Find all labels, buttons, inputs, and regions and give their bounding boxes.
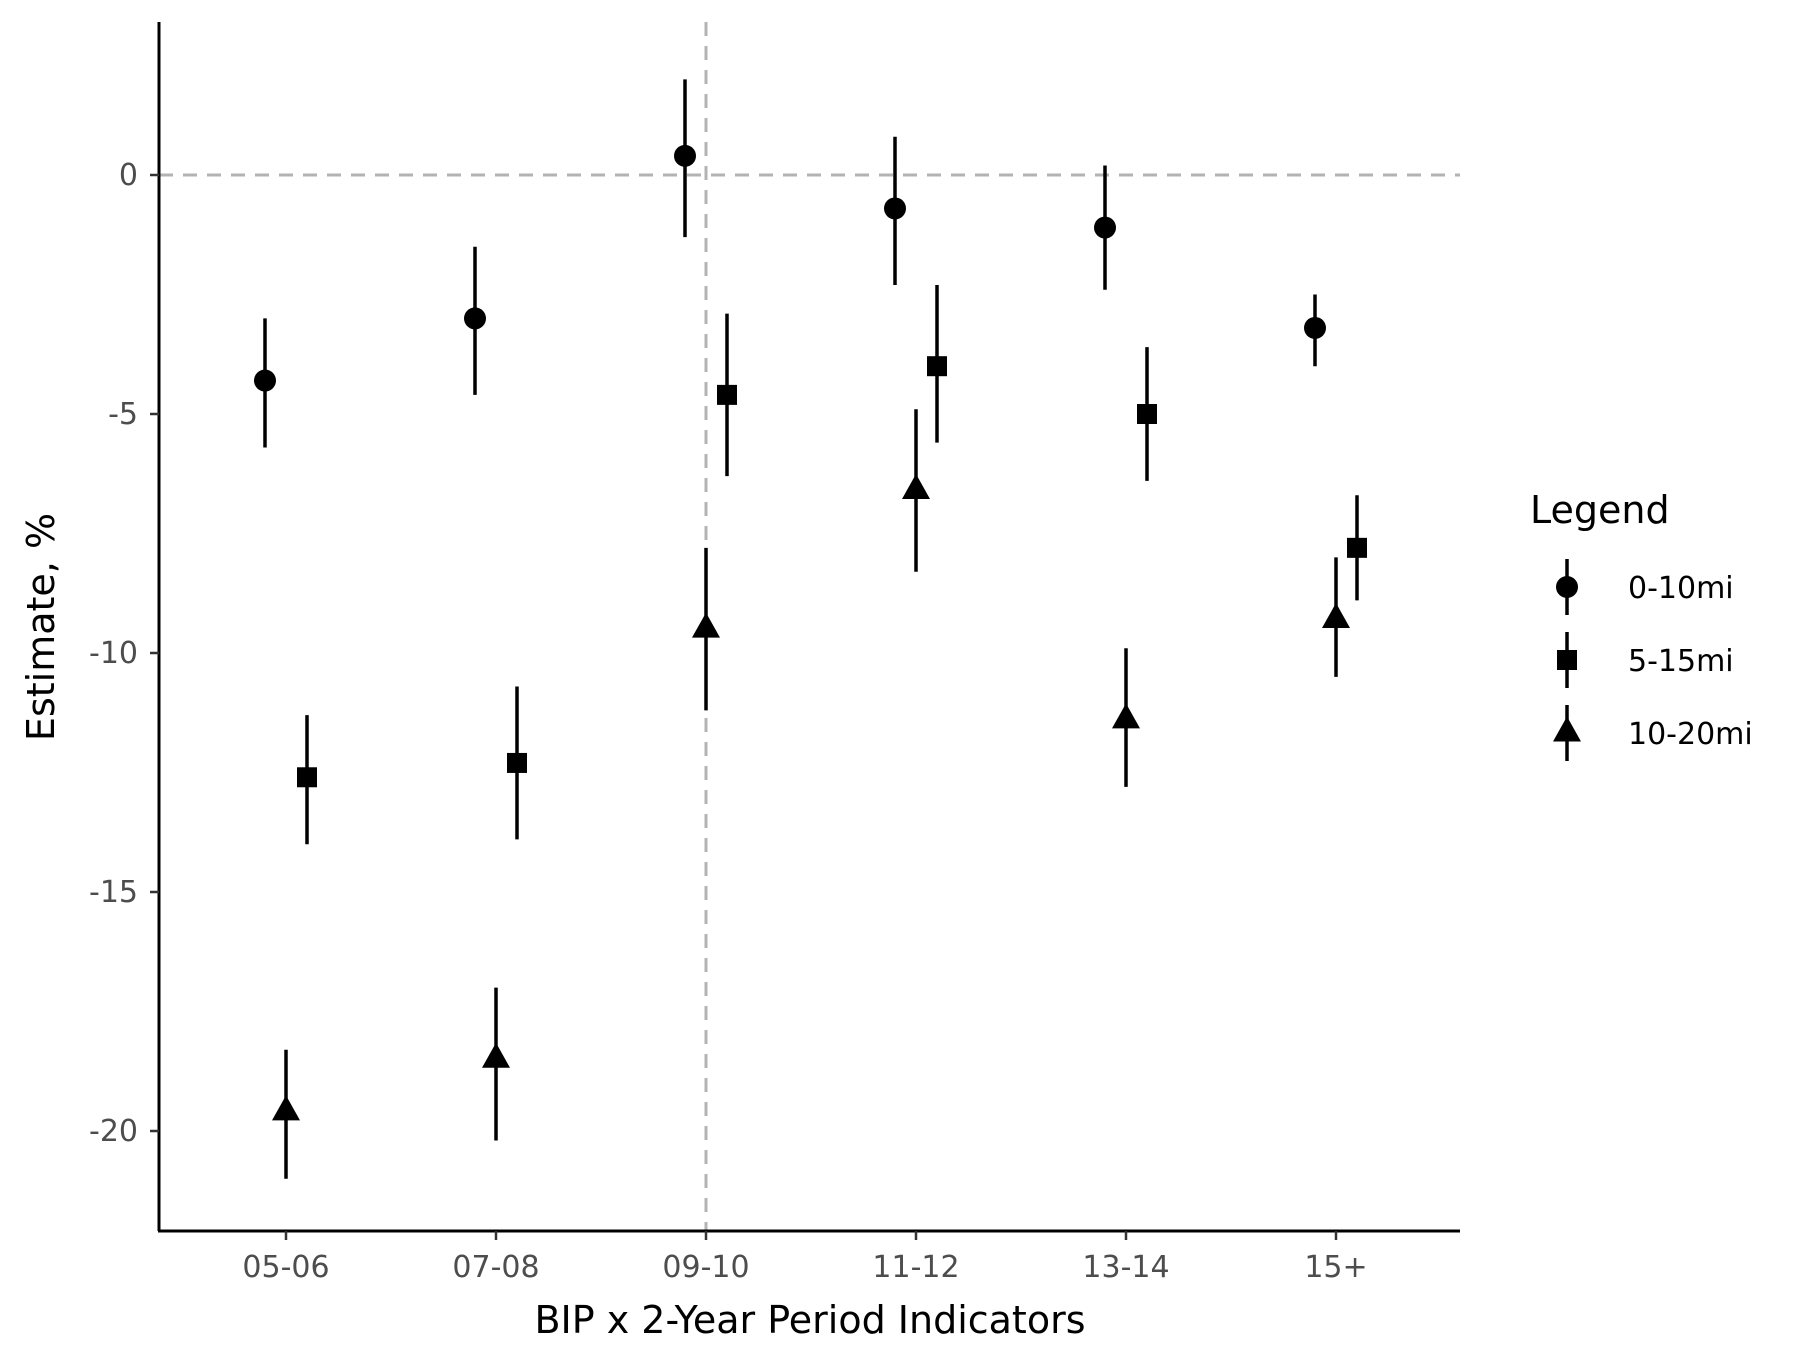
point-circle — [1304, 316, 1326, 339]
point-circle — [464, 307, 486, 330]
y-tick-label: -10 — [89, 636, 138, 671]
point-triangle — [482, 1042, 510, 1068]
y-tick-label: -15 — [89, 875, 138, 910]
legend-key-square — [1557, 650, 1577, 670]
point-circle — [674, 144, 696, 167]
x-tick-label: 09-10 — [662, 1250, 749, 1285]
x-axis-title: BIP x 2-Year Period Indicators — [534, 1298, 1085, 1342]
y-tick-label: -5 — [108, 397, 138, 432]
x-tick-label: 13-14 — [1082, 1250, 1169, 1285]
legend-label: 5-15mi — [1628, 644, 1734, 679]
series-0-10mi — [254, 79, 1326, 448]
point-triangle — [692, 612, 720, 638]
point-circle — [1094, 216, 1116, 239]
point-triangle — [272, 1095, 300, 1121]
series-5-15mi — [297, 284, 1367, 845]
legend-key-circle — [1556, 576, 1578, 598]
legend-label: 0-10mi — [1628, 571, 1734, 606]
point-square — [297, 767, 317, 788]
reference-lines — [159, 22, 1460, 1231]
point-square — [717, 384, 737, 405]
x-tick-label: 11-12 — [872, 1250, 959, 1285]
legend-title: Legend — [1530, 488, 1670, 532]
point-triangle — [902, 473, 930, 499]
point-square — [1347, 537, 1367, 558]
point-triangle — [1112, 703, 1140, 729]
x-tick-label: 05-06 — [242, 1250, 329, 1285]
x-tick-label: 15+ — [1304, 1250, 1367, 1285]
legend: Legend 0-10mi 5-15mi 10-20mi — [1530, 488, 1753, 761]
x-tick-label: 07-08 — [452, 1250, 539, 1285]
y-ticks: 0 -5 -10 -15 -20 — [89, 158, 159, 1149]
series-10-20mi — [272, 409, 1350, 1179]
point-square — [1137, 404, 1157, 424]
y-axis-title: Estimate, % — [19, 513, 63, 741]
point-square — [507, 752, 527, 773]
legend-key-triangle — [1553, 716, 1581, 742]
y-tick-label: 0 — [119, 158, 138, 193]
legend-label: 10-20mi — [1628, 717, 1753, 752]
point-triangle — [1322, 603, 1350, 629]
x-ticks: 05-06 07-08 09-10 11-12 13-14 15+ — [242, 1231, 1368, 1285]
axes — [157, 22, 1460, 1233]
data-marks — [254, 79, 1367, 1179]
point-circle — [884, 197, 906, 220]
point-square — [927, 356, 947, 377]
y-tick-label: -20 — [89, 1114, 138, 1149]
point-circle — [254, 369, 276, 392]
